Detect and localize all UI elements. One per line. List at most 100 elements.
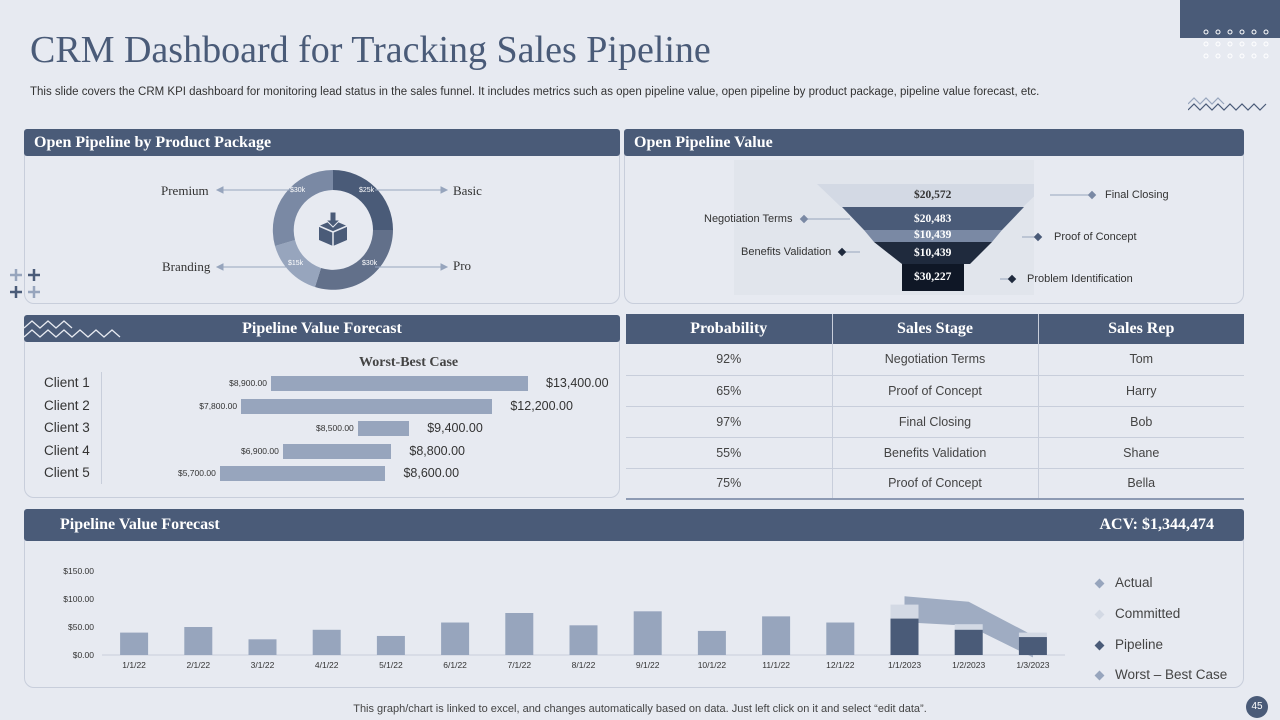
- legend-marker: [1094, 578, 1105, 589]
- legend-item-worst-best: Worst – Best Case: [1094, 667, 1228, 682]
- table-row: 75% Proof of Concept Bella: [626, 468, 1244, 500]
- legend-item-committed: Committed: [1094, 606, 1181, 621]
- legend-marker: [1094, 640, 1105, 651]
- donut-slice-premium: [272, 169, 333, 246]
- client-best-label: $9,400.00: [427, 421, 483, 435]
- pipeline-funnel: [734, 160, 1034, 295]
- table-row: 97% Final Closing Bob: [626, 406, 1244, 438]
- bar-actual: [505, 613, 534, 655]
- table-cell: Proof of Concept: [832, 468, 1039, 500]
- client-range-bar: [282, 443, 392, 459]
- client-worst-label: $7,800.00: [199, 400, 238, 411]
- table-row: 55% Benefits Validation Shane: [626, 437, 1244, 469]
- y-tick-label: $50.00: [68, 622, 94, 632]
- page-number: 45: [1246, 696, 1268, 718]
- x-tick-label: 2/1/22: [186, 660, 210, 670]
- sales-stage-table: Probability Sales Stage Sales Rep 92% Neg…: [626, 314, 1244, 500]
- x-tick-label: 10/1/22: [698, 660, 727, 670]
- zigzag-decoration: [1188, 97, 1267, 111]
- bar-actual: [441, 622, 470, 655]
- x-tick-label: 7/1/22: [507, 660, 531, 670]
- pipeline-value-header: Open Pipeline Value: [624, 129, 1244, 156]
- table-header-sales-stage: Sales Stage: [832, 314, 1039, 344]
- funnel-label-proof-of-concept: Proof of Concept: [1054, 231, 1137, 243]
- forecast-chart-header: Pipeline Value Forecast ACV: $1,344,474: [24, 509, 1244, 541]
- funnel-level-5: [902, 264, 964, 291]
- x-tick-label: 1/1/22: [122, 660, 146, 670]
- x-tick-label: 6/1/22: [443, 660, 467, 670]
- bar-actual: [312, 629, 341, 655]
- table-header-row: Probability Sales Stage Sales Rep: [626, 314, 1244, 344]
- x-tick-label: 8/1/22: [572, 660, 596, 670]
- donut-arrows: [215, 186, 449, 271]
- table-row: 92% Negotiation Terms Tom: [626, 344, 1244, 376]
- y-tick-label: $150.00: [63, 566, 94, 576]
- table-cell: 97%: [626, 406, 833, 438]
- bar-pipeline: [890, 618, 919, 655]
- client-range-bar: [271, 376, 528, 391]
- corner-decoration: [1180, 0, 1280, 38]
- client-best-label: $8,600.00: [403, 466, 460, 480]
- funnel-level-2: [842, 207, 1024, 230]
- x-tick-label: 12/1/22: [826, 660, 855, 670]
- legend-label: Committed: [1115, 606, 1181, 621]
- x-tick-label: 1/3/2023: [1016, 660, 1049, 670]
- legend-label: Worst – Best Case: [1115, 667, 1228, 682]
- table-cell: Benefits Validation: [832, 437, 1039, 469]
- table-cell: 75%: [626, 468, 833, 500]
- client-range-bar: [241, 398, 493, 414]
- client-best-label: $13,400.00: [546, 376, 609, 390]
- bar-actual: [697, 630, 726, 655]
- funnel-level-4: [874, 242, 992, 264]
- zigzag-header-decoration: [24, 320, 121, 338]
- table-cell: Shane: [1038, 437, 1244, 469]
- table-cell: Tom: [1038, 344, 1244, 376]
- legend-label: Pipeline: [1115, 637, 1164, 652]
- table-cell: Final Closing: [832, 406, 1039, 438]
- x-tick-label: 3/1/22: [251, 660, 275, 670]
- table-cell: Bella: [1038, 468, 1244, 500]
- client-best-label: $8,800.00: [409, 443, 465, 458]
- funnel-value-3: $10,439: [914, 229, 952, 241]
- donut-label-pro: Pro: [453, 258, 472, 273]
- donut-slice-pro: [315, 230, 393, 290]
- y-tick-label: $0.00: [73, 650, 95, 660]
- table-cell: 65%: [626, 375, 833, 407]
- funnel-level-1: [817, 184, 1034, 207]
- table-header-probability: Probability: [626, 314, 833, 344]
- table-header-sales-rep: Sales Rep: [1038, 314, 1244, 344]
- donut-label-premium: Premium: [161, 183, 209, 198]
- x-tick-label: 11/1/22: [762, 660, 790, 670]
- client-forecast-title: Pipeline Value Forecast: [242, 320, 402, 337]
- funnel-value-2: $20,483: [914, 213, 952, 225]
- page-title: CRM Dashboard for Tracking Sales Pipelin…: [30, 29, 711, 71]
- client-forecast-header: Pipeline Value Forecast: [24, 315, 620, 342]
- client-worst-label: $8,900.00: [229, 378, 267, 388]
- funnel-label-final-closing: Final Closing: [1105, 189, 1169, 201]
- bar-actual: [248, 639, 277, 655]
- acv-value: ACV: $1,344,474: [1099, 516, 1214, 533]
- table-cell: 92%: [626, 344, 833, 376]
- x-tick-label: 1/2/2023: [952, 660, 985, 670]
- forecast-chart-title: Pipeline Value Forecast: [60, 516, 220, 533]
- product-package-header: Open Pipeline by Product Package: [24, 129, 620, 156]
- product-package-donut: [272, 169, 393, 290]
- y-tick-label: $100.00: [63, 594, 94, 604]
- page-subtitle: This slide covers the CRM KPI dashboard …: [30, 86, 1040, 98]
- table-cell: Bob: [1038, 406, 1244, 438]
- box-download-icon: [313, 210, 353, 250]
- donut-value-pro: $30k: [362, 260, 378, 267]
- forecast-bar-chart: $150.00 $100.00 $50.00 $0.00 1/1/22 2/1/22 3/1…: [63, 566, 1065, 670]
- funnel-label-benefits-validation: Benefits Validation: [741, 246, 832, 258]
- bar-actual: [826, 622, 855, 655]
- table-cell: Proof of Concept: [832, 375, 1039, 407]
- donut-slice-branding: [275, 240, 321, 287]
- table-cell: Harry: [1038, 375, 1244, 407]
- bar-pipeline: [954, 629, 983, 655]
- legend-item-actual: Actual: [1094, 575, 1153, 590]
- legend-item-pipeline: Pipeline: [1094, 637, 1164, 652]
- bar-actual: [569, 625, 598, 655]
- bar-actual: [184, 627, 213, 655]
- bar-actual: [633, 611, 662, 655]
- client-best-label: $12,200.00: [510, 398, 573, 413]
